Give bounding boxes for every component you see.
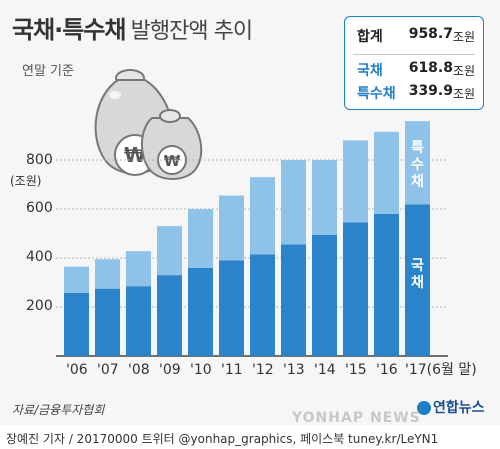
yonhap-logo: 연합뉴스: [417, 397, 485, 417]
bar-gov-7: [281, 244, 306, 356]
x-tick-label-0: '06: [66, 362, 88, 378]
bar-gov-10: [374, 213, 399, 356]
bar-gov-8: [312, 234, 337, 356]
bar-special-7: [281, 160, 306, 245]
x-tick-label-7: '13: [283, 362, 305, 378]
summary-total-label: 합계: [357, 29, 383, 45]
series-labels: 특 수 채국 채: [411, 140, 424, 291]
x-tick-label-8: '14: [314, 362, 336, 378]
bar-special-3: [157, 226, 182, 276]
bar-gov-2: [126, 286, 151, 356]
bar-gov-0: [64, 292, 89, 356]
summary-special-label: 특수채: [357, 86, 396, 102]
y-unit-label: (조원): [10, 174, 42, 188]
summary-gov-label: 국채: [357, 63, 383, 79]
subtitle: 연말 기준: [22, 64, 74, 79]
bar-special-10: [374, 131, 399, 214]
summary-gov-unit: 조원: [452, 64, 475, 78]
bar-special-6: [250, 177, 275, 255]
ytick-800: 800: [26, 152, 53, 168]
x-tick-label-3: '09: [159, 362, 181, 378]
bar-special-5: [219, 195, 244, 261]
x-axis-labels: '06 '07 '08 '09 '10 '11 '12 '13 '14 '15 '16 '17(6월 …: [66, 362, 477, 378]
title-bold: 국채·특수채: [12, 16, 127, 44]
bar-gov-1: [95, 288, 120, 356]
bar-special-8: [312, 160, 337, 235]
summary-gov-row: 국채 618.8 조원: [357, 60, 475, 82]
ytick-400: 400: [26, 249, 53, 265]
bar-special-2: [126, 251, 151, 287]
source-note: 자료/금융투자협회: [12, 403, 105, 417]
summary-total-row: 합계 958.7 조원: [357, 26, 475, 48]
bar-special-9: [343, 140, 368, 223]
x-tick-label-1: '07: [97, 362, 119, 378]
bar-special-4: [188, 209, 213, 268]
x-tick-label-10: '16: [376, 362, 398, 378]
title-rest: 발행잔액 추이: [130, 19, 253, 44]
x-tick-label-5: '11: [221, 362, 243, 378]
x-tick-label-11: '17(6월 말): [405, 362, 477, 378]
watermark: YONHAP NEWS: [292, 410, 421, 426]
bar-gov-11: [405, 204, 430, 356]
bar-special-11: [405, 121, 430, 205]
chart-title: 국채·특수채 발행잔액 추이: [12, 10, 253, 45]
bar-special-0: [64, 266, 89, 293]
summary-box: 합계 958.7 조원 국채 618.8 조원 특수채 339.9 조원: [344, 16, 484, 110]
bar-special-1: [95, 259, 120, 289]
summary-total-value: 958.7: [408, 26, 453, 42]
bar-chart: ₩ ₩ '06 '07 '08 '09 '10 '11 '12 '13 '14 '15 '16 '17…: [56, 69, 477, 378]
bar-gov-3: [157, 275, 182, 356]
svg-text:₩: ₩: [164, 152, 181, 170]
summary-special-unit: 조원: [452, 87, 475, 101]
bars-group: [64, 121, 430, 356]
yonhap-logo-icon: [417, 401, 431, 415]
logo-text: 연합뉴스: [433, 400, 485, 416]
summary-divider: [353, 54, 475, 55]
ytick-200: 200: [26, 298, 53, 314]
summary-special-row: 특수채 339.9 조원: [357, 83, 475, 105]
x-tick-label-2: '08: [128, 362, 150, 378]
x-tick-label-4: '10: [190, 362, 212, 378]
svg-text:₩: ₩: [124, 143, 146, 167]
money-bags-won-icon: ₩ ₩: [94, 69, 203, 180]
bar-gov-9: [343, 222, 368, 356]
infographic-card: 국채·특수채 발행잔액 추이 연말 기준 (조원) ₩ ₩ '06'07'08 '…: [10, 10, 485, 426]
ytick-600: 600: [26, 200, 53, 216]
x-tick-label-6: '12: [252, 362, 274, 378]
byline: 장예진 기자 / 20170000 트위터 @yonhap_graphics, …: [6, 432, 439, 446]
summary-gov-value: 618.8: [408, 60, 453, 76]
bar-gov-6: [250, 254, 275, 356]
summary-total-unit: 조원: [452, 30, 475, 44]
bar-gov-5: [219, 260, 244, 356]
summary-special-value: 339.9: [408, 83, 453, 99]
x-tick-label-9: '15: [345, 362, 367, 378]
bar-gov-4: [188, 267, 213, 356]
